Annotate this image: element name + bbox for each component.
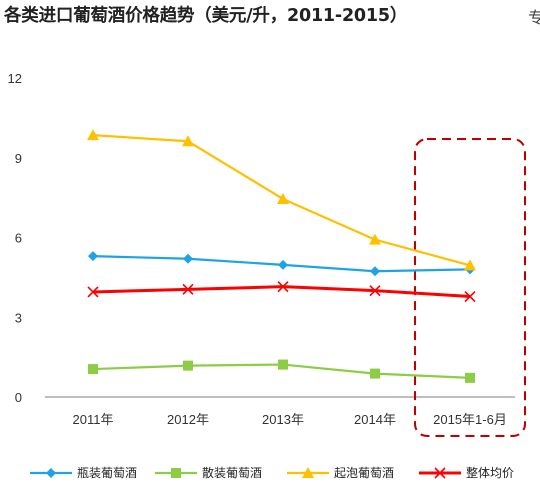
data-point [182, 135, 194, 147]
data-point [183, 360, 193, 371]
x-tick-label: 2011年 [73, 412, 114, 427]
y-tick-label: 3 [15, 310, 22, 325]
data-point [277, 192, 289, 204]
data-point [87, 129, 99, 141]
data-point [277, 281, 289, 293]
data-point [465, 372, 475, 383]
data-point [88, 251, 98, 262]
legend-label: 起泡葡萄酒 [334, 466, 394, 480]
series-4 [87, 281, 476, 303]
highlight-box [414, 138, 526, 437]
data-point [183, 253, 193, 264]
data-point [464, 290, 476, 303]
data-point [369, 233, 381, 245]
data-point [182, 283, 194, 295]
data-point [370, 368, 380, 379]
series-1 [88, 251, 475, 277]
legend-item: 瓶装葡萄酒 [30, 466, 137, 480]
edge-character: 专 [528, 8, 540, 27]
legend-item: 散装葡萄酒 [155, 465, 262, 480]
x-tick-label: 2013年 [262, 412, 304, 427]
legend-item: 整体均价 [419, 465, 514, 480]
legend-marker [46, 468, 56, 478]
y-tick-label: 6 [15, 231, 22, 246]
legend-label: 瓶装葡萄酒 [77, 466, 137, 480]
y-tick-label: 9 [15, 151, 22, 166]
data-point [370, 266, 380, 277]
series-3 [87, 129, 476, 271]
legend-item: 起泡葡萄酒 [287, 466, 394, 480]
series-2 [88, 359, 475, 383]
data-point [464, 259, 476, 271]
data-point [88, 364, 98, 375]
chart-title: 各类进口葡萄酒价格趋势（美元/升，2011-2015） [4, 6, 408, 26]
data-point [87, 286, 99, 298]
data-point [278, 359, 288, 370]
legend-label: 散装葡萄酒 [202, 465, 262, 480]
legend-marker [171, 468, 181, 478]
data-point [278, 259, 288, 270]
legend-marker [302, 467, 314, 478]
data-point [369, 285, 381, 297]
y-tick-label: 0 [15, 390, 22, 405]
legend-label: 整体均价 [466, 465, 514, 480]
x-tick-label: 2014年 [354, 412, 396, 427]
x-tick-label: 2012年 [167, 412, 209, 427]
y-tick-label: 12 [8, 71, 22, 86]
x-tick-label: 2015年1-6月 [433, 412, 507, 427]
legend-marker [434, 467, 446, 479]
